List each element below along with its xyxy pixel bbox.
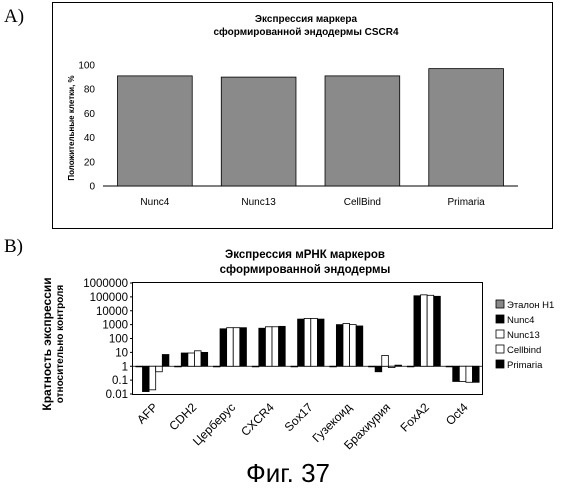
chart-b-bar-эталон-h1-oct4 xyxy=(446,366,453,367)
chart-b-bar-эталон-h1-церберус xyxy=(213,366,220,367)
chart-b-bar-nunc13-sox17 xyxy=(304,318,311,366)
chart-a: Экспрессия маркера сформированной эндоде… xyxy=(52,0,572,232)
chart-a-y-tick-label: 40 xyxy=(84,133,96,144)
chart-a-x-tick-label: Nunc4 xyxy=(140,197,169,208)
chart-b-bar-primaria-foxa2 xyxy=(434,296,441,366)
chart-b-legend-label-nunc13: Nunc13 xyxy=(507,330,540,341)
chart-b-bar-primaria-гузекоид xyxy=(356,326,363,366)
chart-b-y-tick-label: 1 xyxy=(122,361,128,373)
chart-b-y-tick-label: 1000 xyxy=(102,320,128,332)
chart-b-y-tick-label: 10000 xyxy=(96,306,128,318)
chart-b-legend-swatch-эталон-h1 xyxy=(496,300,504,308)
chart-b-x-tick-label: CXCR4 xyxy=(238,400,277,439)
chart-b-title-line1: Экспрессия мРНК маркеров xyxy=(225,249,385,261)
chart-a-y-axis-label: Положительные клетки, % xyxy=(67,75,76,180)
chart-b-bar-cellbind-брахиурия xyxy=(388,366,395,367)
chart-b-x-tick-label: Sox17 xyxy=(282,400,316,434)
chart-a-y-tick-label: 100 xyxy=(78,61,95,72)
chart-b-y-tick-label: 100 xyxy=(109,334,128,346)
chart-b-x-tick-label: Oct4 xyxy=(443,400,471,428)
chart-b-x-tick-label: CDH2 xyxy=(166,400,199,433)
chart-b-bar-nunc4-oct4 xyxy=(453,366,460,381)
chart-b-bar-nunc4-sox17 xyxy=(298,319,305,366)
chart-b-bar-primaria-afp xyxy=(162,355,169,367)
chart-b-bar-cellbind-foxa2 xyxy=(427,295,434,366)
chart-b-bar-nunc4-гузекоид xyxy=(336,325,343,367)
chart-b-bar-эталон-h1-гузекоид xyxy=(330,366,337,367)
chart-b-bar-nunc4-cdh2 xyxy=(181,353,188,366)
chart-a-y-tick-label: 20 xyxy=(84,157,96,168)
figure-caption: Фиг. 37 xyxy=(0,458,576,489)
chart-b-bar-nunc4-afp xyxy=(142,366,149,391)
chart-b-y-axis-label-line1: Кратность экспрессии xyxy=(40,277,54,410)
chart-b-bar-nunc13-cxcr4 xyxy=(265,327,272,366)
chart-a-title-line1: Экспрессия маркера xyxy=(255,14,358,25)
chart-b-legend: Эталон H1 Nunc4 Nunc13 Cellbind Primaria xyxy=(496,300,554,371)
chart-a-bar-primaria xyxy=(429,69,504,186)
chart-b-title-line2: сформированной эндодермы xyxy=(220,264,391,276)
chart-b-bar-cellbind-afp xyxy=(156,366,163,372)
chart-b-legend-label-nunc4: Nunc4 xyxy=(507,315,534,326)
chart-b-legend-swatch-cellbind xyxy=(496,345,504,353)
chart-b-bar-primaria-cxcr4 xyxy=(279,326,286,366)
chart-a-y-tick-label: 80 xyxy=(84,85,96,96)
chart-b-bar-эталон-h1-afp xyxy=(136,366,143,367)
chart-b-bar-nunc13-afp xyxy=(149,366,156,390)
chart-b-bar-primaria-oct4 xyxy=(473,366,480,382)
chart-b-legend-label-эталон-h1: Эталон H1 xyxy=(507,300,554,311)
chart-b-bar-cellbind-гузекоид xyxy=(350,325,357,367)
chart-a-title-line2: сформированной эндодермы CSCR4 xyxy=(213,26,399,38)
chart-a-bar-nunc4 xyxy=(118,76,193,186)
chart-a-x-tick-label: Primaria xyxy=(448,197,486,208)
chart-b-y-tick-label: 100000 xyxy=(90,292,128,304)
chart-b-bar-nunc13-cdh2 xyxy=(188,353,195,366)
chart-b-bar-эталон-h1-cdh2 xyxy=(175,366,182,367)
chart-b-bar-nunc13-гузекоид xyxy=(343,324,350,367)
chart-b-bar-cellbind-cdh2 xyxy=(194,351,201,366)
chart-b-legend-swatch-nunc13 xyxy=(496,330,504,338)
chart-b-y-tick-label: 0.1 xyxy=(112,375,128,387)
chart-b-bar-nunc13-oct4 xyxy=(459,366,466,381)
chart-b-bar-nunc13-брахиурия xyxy=(382,355,389,366)
chart-a-x-tick-label: Nunc13 xyxy=(241,197,276,208)
chart-b-bar-cellbind-cxcr4 xyxy=(272,327,279,366)
chart-b-legend-label-primaria: Primaria xyxy=(507,360,543,371)
chart-b-bar-cellbind-sox17 xyxy=(311,318,318,366)
chart-b-y-axis-label-line2: относительно контроля xyxy=(55,285,66,404)
chart-b-bar-nunc13-foxa2 xyxy=(421,295,428,366)
chart-b-bar-nunc4-foxa2 xyxy=(414,296,421,366)
chart-a-x-tick-label: CellBind xyxy=(344,197,381,208)
chart-b-legend-swatch-primaria xyxy=(496,360,504,368)
chart-b-y-tick-label: 0.01 xyxy=(106,389,128,401)
chart-b-bar-эталон-h1-sox17 xyxy=(291,366,298,367)
chart-b-y-tick-label: 10 xyxy=(115,347,128,359)
chart-b-bar-эталон-h1-брахиурия xyxy=(369,366,376,367)
chart-a-bar-cellbind xyxy=(325,76,400,186)
chart-b-bar-nunc4-брахиурия xyxy=(375,366,382,372)
chart-b-bar-primaria-sox17 xyxy=(317,319,324,366)
chart-b-legend-label-cellbind: Cellbind xyxy=(507,345,541,356)
chart-a-y-tick-label: 0 xyxy=(89,182,95,193)
panel-a-label: A) xyxy=(4,6,24,28)
chart-b: Экспрессия мРНК маркеров сформированной … xyxy=(0,238,576,458)
chart-b-legend-swatch-nunc4 xyxy=(496,315,504,323)
chart-b-bar-cellbind-oct4 xyxy=(466,366,473,382)
chart-b-x-tick-label: Церберус xyxy=(190,400,238,448)
chart-b-x-tick-label: AFP xyxy=(134,400,160,426)
chart-b-bar-primaria-церберус xyxy=(240,328,247,367)
chart-a-y-tick-label: 60 xyxy=(84,109,96,120)
chart-b-bar-nunc13-церберус xyxy=(227,328,234,367)
chart-b-bar-эталон-h1-cxcr4 xyxy=(252,366,259,367)
chart-b-x-tick-label: FoxA2 xyxy=(398,400,433,435)
chart-b-bar-nunc4-cxcr4 xyxy=(259,328,266,366)
chart-b-bar-primaria-cdh2 xyxy=(201,352,208,366)
chart-b-bar-cellbind-церберус xyxy=(233,328,240,367)
chart-b-bar-primaria-брахиурия xyxy=(395,365,402,366)
chart-a-bar-nunc13 xyxy=(221,77,296,186)
chart-b-bar-эталон-h1-foxa2 xyxy=(407,366,414,367)
chart-b-y-tick-label: 1000000 xyxy=(83,278,128,290)
chart-b-bar-nunc4-церберус xyxy=(220,329,227,366)
